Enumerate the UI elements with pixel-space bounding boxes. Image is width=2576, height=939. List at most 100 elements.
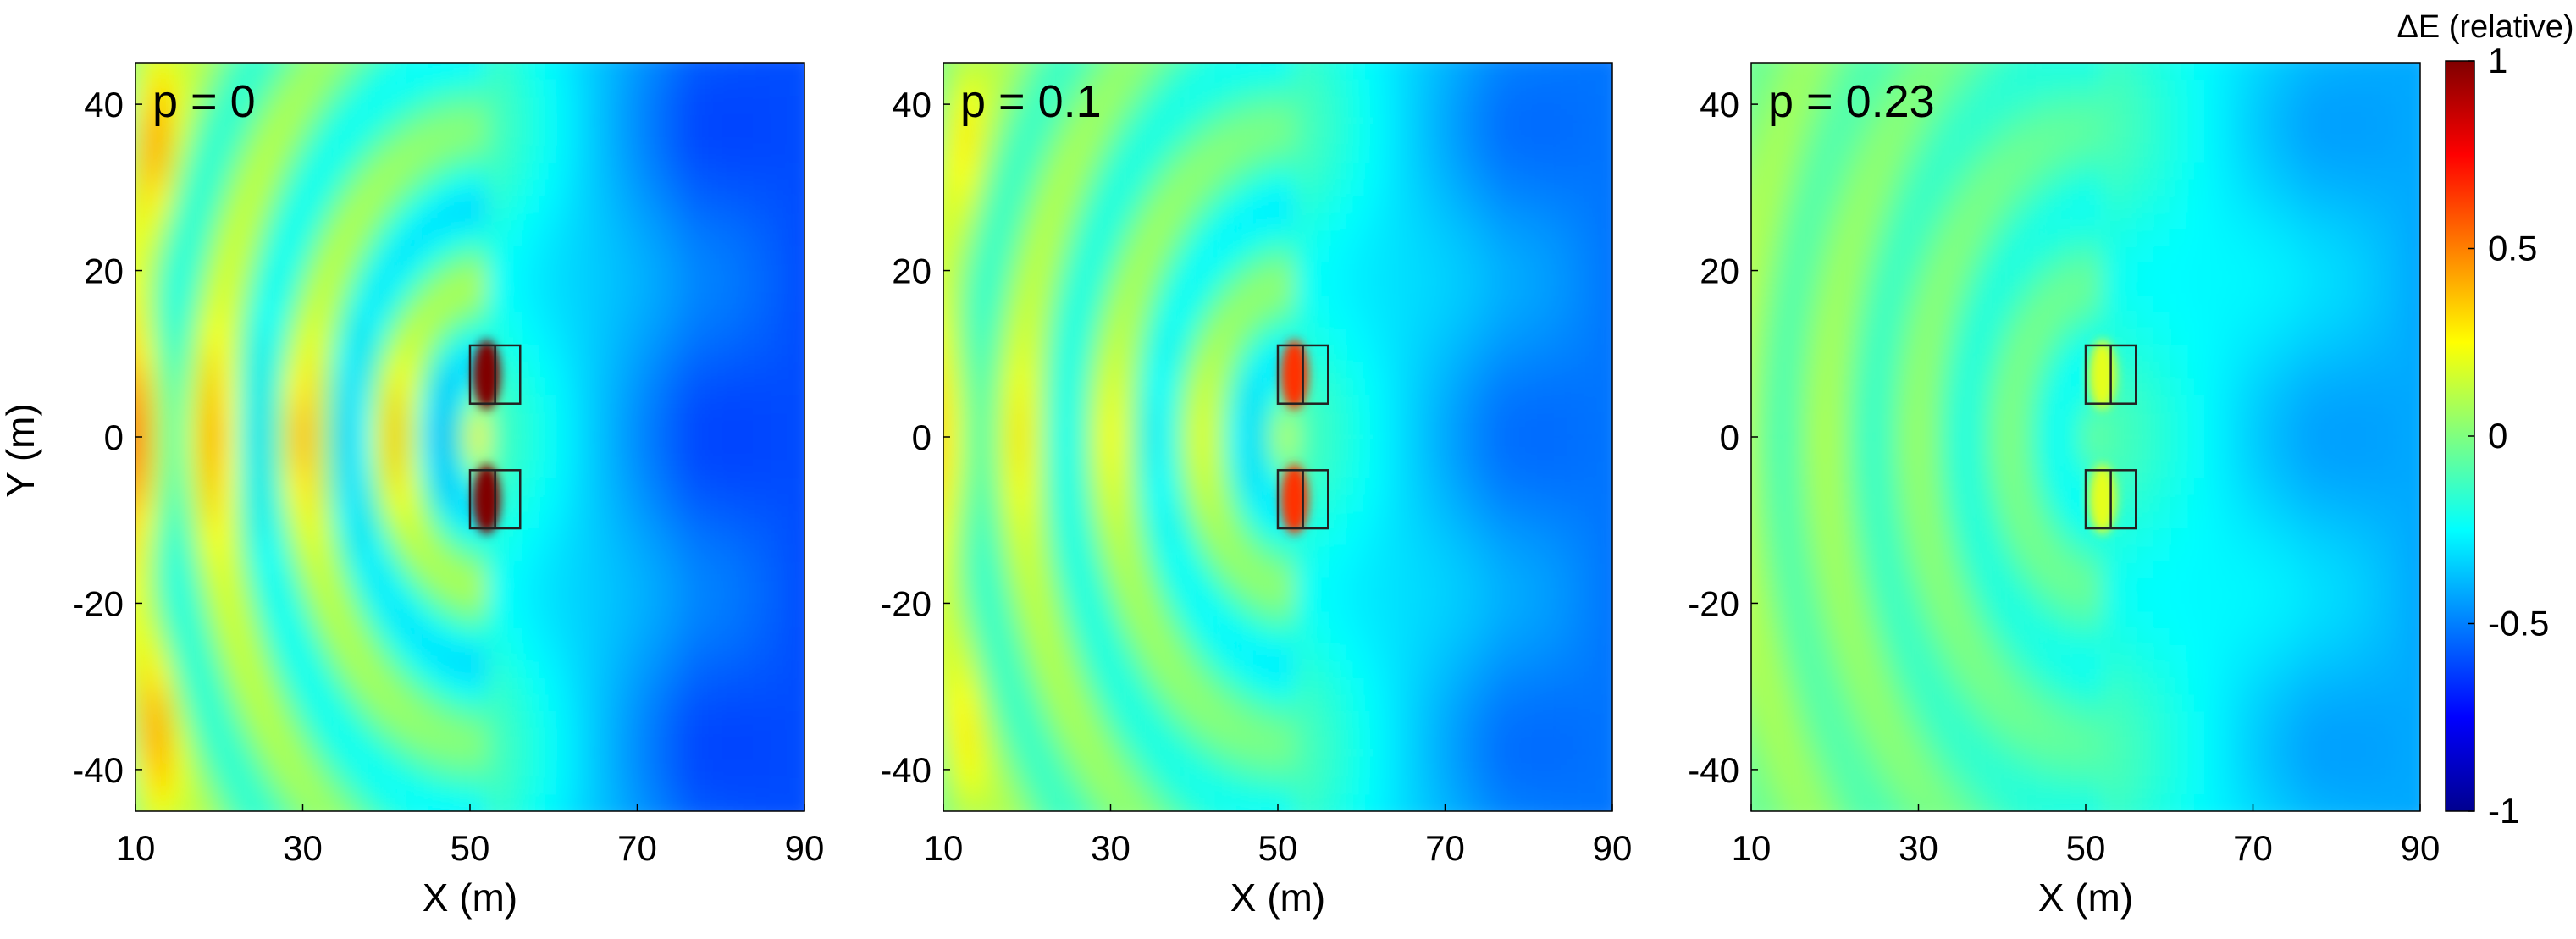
field-cell <box>1562 511 1580 530</box>
field-cell <box>1244 428 1263 446</box>
field-cell <box>1211 112 1229 130</box>
field-cell <box>1595 112 1612 130</box>
field-cell <box>1278 246 1296 263</box>
field-cell <box>1578 79 1597 97</box>
field-cell <box>169 794 187 811</box>
field-cell <box>520 561 538 579</box>
field-cell <box>976 362 995 380</box>
field-cell <box>1093 345 1112 363</box>
field-cell <box>1462 146 1479 163</box>
field-cell <box>235 63 254 64</box>
field-cell <box>470 196 488 213</box>
field-cell <box>1345 594 1363 613</box>
field-cell <box>687 661 705 679</box>
field-cell <box>2019 129 2037 147</box>
field-cell <box>1885 761 1903 779</box>
field-cell <box>302 677 321 696</box>
field-cell <box>319 494 337 513</box>
field-cell <box>976 179 995 197</box>
field-cell <box>1612 180 1630 197</box>
field-cell <box>235 428 254 446</box>
field-cell <box>1110 112 1129 130</box>
field-cell <box>721 246 738 263</box>
field-cell <box>1935 162 1953 180</box>
field-cell <box>218 112 237 130</box>
field-cell <box>943 494 961 513</box>
field-cell <box>1801 744 1819 763</box>
field-cell <box>1395 694 1412 713</box>
field-cell <box>419 661 438 679</box>
field-cell <box>1545 129 1563 147</box>
field-cell <box>553 229 572 247</box>
field-cell <box>754 112 772 130</box>
field-cell <box>1784 511 1803 530</box>
field-cell <box>1818 478 1836 496</box>
field-cell <box>1294 129 1313 147</box>
field-cell <box>620 461 638 480</box>
field-cell <box>1328 511 1346 530</box>
field-cell <box>235 246 254 263</box>
field-cell <box>943 246 961 263</box>
field-cell <box>1361 362 1379 380</box>
field-cell <box>1935 212 1953 230</box>
field-cell <box>1077 129 1095 147</box>
x-tick-label: 10 <box>116 828 156 868</box>
field-cell <box>1127 711 1145 729</box>
field-cell <box>1918 262 1937 280</box>
field-cell <box>1328 129 1346 147</box>
field-cell <box>1378 129 1396 147</box>
field-cell <box>1935 711 1953 729</box>
field-cell <box>235 627 254 646</box>
field-cell <box>2002 711 2020 729</box>
field-cell <box>1361 63 1379 64</box>
field-cell <box>1952 694 1970 713</box>
field-cell <box>638 811 655 829</box>
field-cell <box>2002 246 2020 263</box>
field-cell <box>587 777 605 796</box>
field-cell <box>352 611 371 629</box>
field-cell <box>185 63 203 64</box>
field-cell <box>1345 312 1363 330</box>
field-cell <box>1043 694 1062 713</box>
field-cell <box>1010 162 1028 180</box>
field-cell <box>1545 577 1563 596</box>
field-cell <box>943 196 961 213</box>
field-cell <box>1043 345 1062 363</box>
field-cell <box>671 229 688 247</box>
field-cell <box>1110 544 1129 563</box>
field-cell <box>1160 777 1179 796</box>
field-cell <box>1261 279 1279 297</box>
field-cell <box>654 445 672 463</box>
field-cell <box>269 312 287 330</box>
field-cell <box>1801 544 1819 563</box>
field-cell <box>1311 478 1329 496</box>
field-cell <box>1512 378 1530 396</box>
field-cell <box>570 329 589 346</box>
field-cell <box>1428 577 1446 596</box>
field-cell <box>1261 511 1279 530</box>
field-cell <box>1851 644 1870 663</box>
field-cell <box>1077 661 1095 679</box>
field-cell <box>1412 511 1429 530</box>
field-cell <box>1026 611 1045 629</box>
field-cell <box>202 627 220 646</box>
field-cell <box>976 494 995 513</box>
field-cell <box>1144 63 1162 64</box>
field-cell <box>788 711 804 729</box>
field-cell <box>436 378 455 396</box>
field-cell <box>1462 129 1479 147</box>
field-cell <box>1194 644 1212 663</box>
field-cell <box>943 395 944 413</box>
field-cell <box>1077 246 1095 263</box>
field-cell <box>587 428 605 446</box>
field-cell <box>1177 561 1196 579</box>
field-cell <box>1211 329 1229 346</box>
field-cell <box>570 445 589 463</box>
field-cell <box>503 544 522 563</box>
field-cell <box>1512 561 1530 579</box>
field-cell <box>1177 378 1196 396</box>
field-cell <box>1093 229 1112 247</box>
field-cell <box>1834 63 1853 80</box>
field-cell <box>1010 129 1028 147</box>
